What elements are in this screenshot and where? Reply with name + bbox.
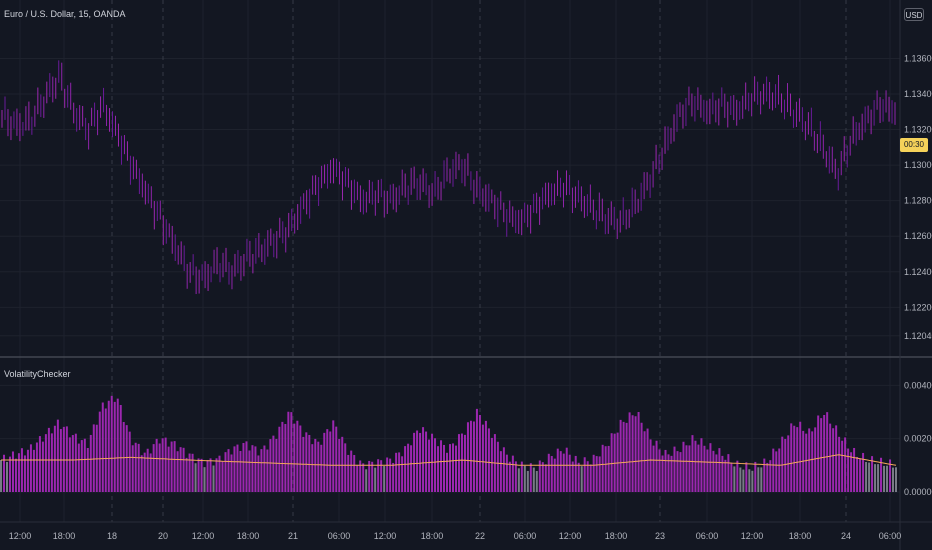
time-tick-label: 06:00 xyxy=(879,531,902,541)
time-tick-label: 18:00 xyxy=(789,531,812,541)
price-tick-label: 1.13200 xyxy=(904,125,932,135)
time-tick-label: 24 xyxy=(841,531,851,541)
indicator-title[interactable]: VolatilityChecker xyxy=(4,369,71,379)
time-tick-label: 18:00 xyxy=(421,531,444,541)
time-tick-label: 06:00 xyxy=(696,531,719,541)
countdown-tag: 00:30 xyxy=(900,138,928,152)
time-tick-label: 23 xyxy=(655,531,665,541)
volatility-moving-average-line xyxy=(1,454,897,466)
time-tick-label: 18:00 xyxy=(605,531,628,541)
price-tick-label: 1.12200 xyxy=(904,302,932,312)
volatility-bars xyxy=(0,395,898,492)
price-tick-label: 1.12600 xyxy=(904,231,932,241)
time-tick-label: 12:00 xyxy=(9,531,32,541)
currency-button[interactable]: USD xyxy=(904,8,924,21)
time-tick-label: 06:00 xyxy=(328,531,351,541)
time-tick-label: 12:00 xyxy=(741,531,764,541)
time-tick-label: 12:00 xyxy=(374,531,397,541)
time-axis[interactable]: 12:00 18:00 18 20 12:00 18:00 21 06:00 12:00 18:0… xyxy=(9,531,902,541)
price-tick-label: 1.13600 xyxy=(904,53,932,63)
price-tick-label: 1.13400 xyxy=(904,89,932,99)
time-tick-label: 18 xyxy=(107,531,117,541)
time-tick-label: 20 xyxy=(158,531,168,541)
time-tick-label: 21 xyxy=(288,531,298,541)
time-tick-label: 12:00 xyxy=(559,531,582,541)
time-tick-label: 18:00 xyxy=(53,531,76,541)
time-tick-label: 22 xyxy=(475,531,485,541)
price-tick-label: 1.12800 xyxy=(904,196,932,206)
time-tick-label: 12:00 xyxy=(192,531,215,541)
symbol-title: Euro / U.S. Dollar, 15, OANDA xyxy=(4,9,126,19)
time-tick-label: 18:00 xyxy=(237,531,260,541)
time-tick-label: 06:00 xyxy=(514,531,537,541)
price-axis[interactable]: 1.13600 1.13400 1.13200 1.13000 1.12800 1.126… xyxy=(904,53,932,340)
vol-tick-label: 0.00000 xyxy=(904,487,932,497)
price-tick-label: 1.12400 xyxy=(904,267,932,277)
price-bars xyxy=(1,60,896,295)
price-tick-label: 1.13000 xyxy=(904,160,932,170)
